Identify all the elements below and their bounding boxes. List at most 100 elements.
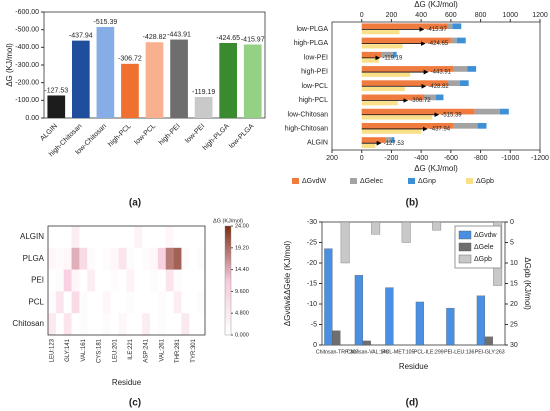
y2-tick-label: 30 [510,342,518,349]
y2-tick-label: 20 [510,301,518,308]
x-tick-label: PCL-MET:105 [382,349,414,355]
bar-segment [436,94,444,101]
y-tick-label: -500.00 [15,27,39,34]
heat-cell [134,313,143,336]
heat-cell [197,226,206,248]
x-tick-label: low-PEI [184,123,206,145]
y-tick-label: high-PCL [299,97,328,104]
heat-cell [71,247,80,270]
bar-segment [361,72,411,77]
plot-frame [331,21,541,151]
bar-segment [361,23,448,30]
y-tick-label: 0.00 [25,115,39,122]
bar [71,40,90,118]
y-tick-label: -15 [307,280,317,287]
bar-segment [361,29,400,35]
heat-cell [102,247,111,270]
x2-tick-label: 200 [386,12,398,19]
x-tick-label: VAL:161 [81,338,87,361]
panel-label: (d) [406,398,419,409]
x-tick-label: low-PLGA [228,123,255,150]
heat-cell [165,291,174,314]
bar-segment [450,37,457,44]
bar [385,287,394,346]
heat-cell [71,269,80,292]
heat-cell [126,269,135,292]
bar [145,42,164,118]
data-label: -515.39 [94,19,118,26]
total-label: -437.94 [430,127,451,133]
heat-cell [95,247,104,270]
heat-cell [134,291,143,314]
total-label: -443.91 [431,70,452,76]
heat-cell [55,269,64,292]
x-tick-label: -1000 [501,155,519,162]
x-tick-label: TYR:301 [191,338,197,362]
bar-segment [361,129,422,134]
heat-cell [181,269,190,292]
panel-label: (a) [129,198,141,209]
heat-cell [63,291,72,314]
y-tick-label: -25 [307,239,317,246]
total-label: -119.19 [382,55,403,61]
bar-segment [361,122,454,129]
bar-segment [361,80,448,86]
bar-segment [456,37,466,44]
heat-cell [157,291,166,314]
heat-cell [79,269,88,292]
heat-cell [87,226,96,248]
colorbar-tick-label: 4.800 [235,311,249,317]
heat-cell [87,291,96,314]
x2-tick-label: 800 [475,12,487,19]
bar-segment [361,66,454,72]
heat-cell [87,313,96,336]
heat-cell [142,247,151,270]
heat-cell [150,291,159,314]
legend-swatch [466,178,473,184]
heat-cell [150,226,159,248]
heat-cell [87,247,96,270]
bar-segment [361,86,405,92]
heat-cell [48,291,57,314]
x-tick-label: high-PEI [158,123,182,147]
x-tick-label: -600 [444,155,458,162]
heat-cell [197,269,206,292]
heat-cell [173,269,182,292]
colorbar-tick-label: 19.20 [235,245,249,251]
data-label: -443.91 [167,31,191,38]
legend-swatch [458,242,472,252]
heat-cell [55,291,64,314]
x-tick-label: PCL-ILE:299 [414,349,444,355]
colorbar-label: ΔG (KJ/mol) [213,218,243,224]
y-tick-label: -200.00 [15,80,39,87]
heat-cell [157,226,166,248]
y-tick-label: high-Chitosan [285,126,328,133]
bar-segment [499,108,509,115]
legend-swatch [458,254,472,264]
y-tick-label: -20 [307,260,317,267]
x-axis-label: Residue [112,378,142,387]
bar-segment [381,51,393,58]
bar [170,39,188,119]
heat-cell [48,269,57,292]
y-tick-label: low-PLGA [296,26,328,33]
y-tick-label: ALGIN [307,140,328,147]
bar-segment [385,137,392,143]
x-tick-label: PEI-LEU:136 [444,349,474,355]
heat-cell [110,226,119,248]
heat-cell [142,291,151,314]
heat-cell [71,226,80,248]
bar-segment [391,137,395,143]
heat-cell [126,226,135,248]
heat-cell [63,226,72,248]
total-label: -424.65 [428,41,449,47]
bar [401,221,411,243]
heat-cell [110,313,119,336]
x-tick-label: GLY:141 [65,338,71,362]
legend-swatch [408,178,415,184]
bar-segment [361,137,386,143]
total-label: -515.39 [441,112,462,118]
x2-tick-label: 0 [360,12,364,19]
heat-cell [48,313,57,336]
